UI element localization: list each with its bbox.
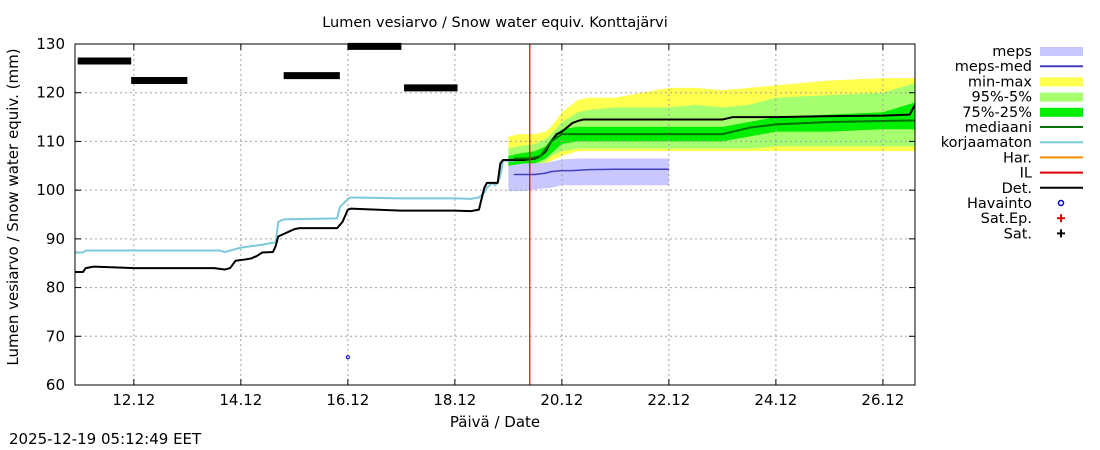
legend-label-p95: 95%-5% xyxy=(972,90,1032,106)
y-tick-label: 80 xyxy=(46,279,65,297)
plot-frame xyxy=(74,43,916,386)
legend-label-har: Har. xyxy=(1003,150,1032,166)
chart-title: Lumen vesiarvo / Snow water equiv. Kontt… xyxy=(322,15,668,31)
series-lines xyxy=(75,44,916,385)
legend-swatch-meps xyxy=(1040,47,1083,56)
legend-label-sat: Sat. xyxy=(1004,226,1032,242)
x-tick-label: 22.12 xyxy=(647,391,690,409)
x-tick-label: 26.12 xyxy=(861,391,904,409)
y-tick-label: 70 xyxy=(46,327,65,345)
legend-label-korj: korjaamaton xyxy=(941,135,1032,151)
band-meps xyxy=(508,158,669,192)
x-tick-label: 16.12 xyxy=(326,391,369,409)
legend-label-hav: Havainto xyxy=(967,196,1032,212)
legend-label-meps_med: meps-med xyxy=(955,59,1032,75)
forecast-bands xyxy=(508,78,915,192)
series-det xyxy=(75,104,916,273)
y-tick-label: 60 xyxy=(46,376,65,394)
legend-label-satep: Sat.Ep. xyxy=(981,211,1032,227)
legend: mepsmeps-medmin-max95%-5%75%-25%mediaani… xyxy=(941,44,1083,242)
y-tick-label: 90 xyxy=(46,230,65,248)
legend-label-det: Det. xyxy=(1002,181,1032,197)
x-tick-label: 20.12 xyxy=(540,391,583,409)
legend-label-minmax: min-max xyxy=(968,74,1033,90)
y-tick-label: 100 xyxy=(36,181,65,199)
axes-labels: 60 70 80 90 100 110 120 130 12.12 14.12 16.12 18.12… xyxy=(36,35,915,409)
plot-border xyxy=(74,43,916,386)
legend-label-median: mediaani xyxy=(965,120,1032,136)
legend-swatch-minmax xyxy=(1040,77,1083,87)
legend-label-meps: meps xyxy=(992,44,1032,60)
x-tick-label: 18.12 xyxy=(433,391,476,409)
grid-lines xyxy=(75,44,915,385)
y-tick-label: 130 xyxy=(36,35,65,53)
series-mediaani xyxy=(513,119,915,160)
y-tick-label: 110 xyxy=(36,132,65,150)
series-korjaamaton xyxy=(75,157,525,254)
x-axis-label: Päivä / Date xyxy=(450,413,540,431)
legend-swatch-p95 xyxy=(1040,92,1083,102)
y-axis-label: Lumen vesiarvo / Snow water equiv. (mm) xyxy=(4,48,22,365)
legend-swatch-hav xyxy=(1057,199,1065,207)
satellite-markers xyxy=(77,42,458,92)
x-tick-label: 14.12 xyxy=(219,391,262,409)
legend-label-il: IL xyxy=(1020,166,1032,182)
series-meps-med xyxy=(513,168,669,176)
legend-swatch-p75 xyxy=(1040,107,1083,117)
legend-label-p75: 75%-25% xyxy=(962,105,1032,121)
y-tick-label: 120 xyxy=(36,84,65,102)
havainto-point xyxy=(345,355,350,360)
x-tick-label: 12.12 xyxy=(112,391,155,409)
timestamp: 2025-12-19 05:12:49 EET xyxy=(9,430,202,448)
x-tick-label: 24.12 xyxy=(754,391,797,409)
